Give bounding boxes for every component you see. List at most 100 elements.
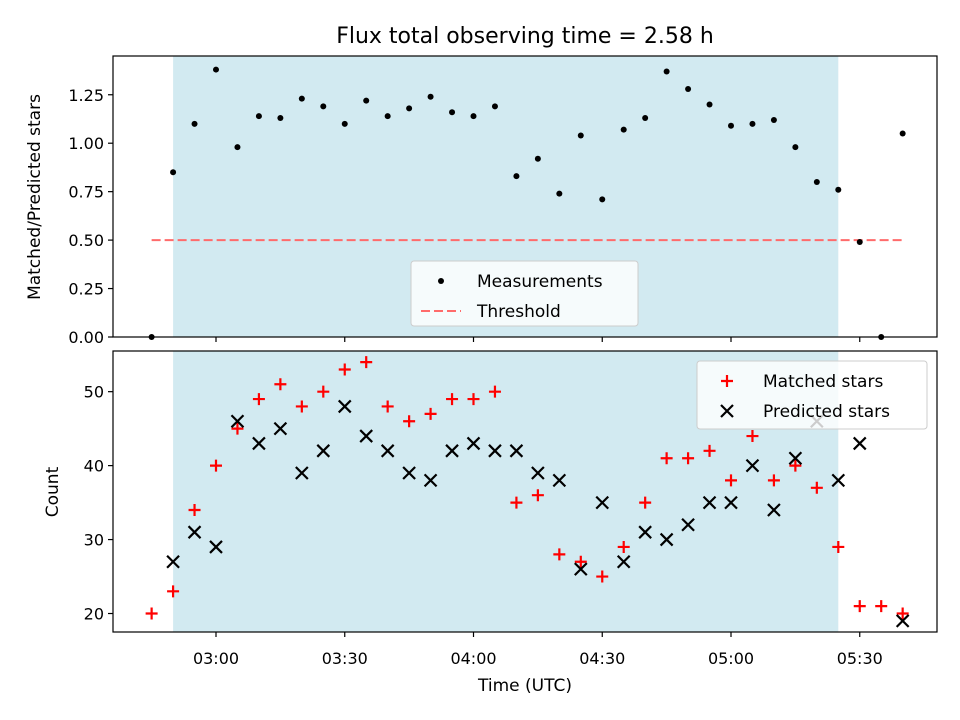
measurement-point bbox=[685, 85, 692, 92]
matched-stars-point bbox=[746, 430, 759, 443]
matched-stars-point bbox=[317, 385, 330, 398]
legend-box bbox=[696, 360, 928, 430]
matched-stars-point bbox=[832, 540, 845, 553]
measurement-point bbox=[170, 169, 177, 176]
predicted-stars-point bbox=[337, 399, 352, 414]
predicted-stars-point bbox=[852, 436, 867, 451]
legend-marker-measurements bbox=[438, 278, 444, 284]
predicted-stars-point bbox=[616, 554, 631, 569]
matched-stars-point bbox=[403, 415, 416, 428]
legend-label: Predicted stars bbox=[763, 402, 890, 422]
y-tick-label: 50 bbox=[84, 383, 104, 402]
top-plot: 0.00 0.25 0.50 0.75 1.00 1.25 Measurements Thre… bbox=[68, 55, 938, 347]
measurement-point bbox=[556, 190, 563, 197]
measurement-point bbox=[363, 97, 370, 104]
matched-stars-point bbox=[252, 393, 265, 406]
matched-stars-point bbox=[896, 607, 909, 620]
matched-stars-point bbox=[703, 444, 716, 457]
matched-stars-point bbox=[574, 555, 587, 568]
measurement-point bbox=[813, 178, 820, 185]
matched-stars-point bbox=[596, 570, 609, 583]
predicted-stars-point bbox=[466, 436, 481, 451]
matched-stars-point bbox=[875, 600, 888, 613]
matched-stars-point bbox=[725, 474, 737, 487]
y-tick-label: 0.75 bbox=[68, 183, 104, 202]
predicted-stars-point bbox=[230, 414, 245, 429]
legend: Matched stars Predicted stars bbox=[696, 360, 928, 430]
matched-stars-point bbox=[789, 459, 802, 472]
measurement-point bbox=[599, 196, 606, 203]
bottom-y-axis-label: Count bbox=[43, 466, 63, 517]
measurement-point bbox=[577, 132, 584, 139]
measurement-point bbox=[470, 113, 477, 120]
predicted-stars-point bbox=[574, 562, 588, 576]
legend-label: Matched stars bbox=[763, 372, 883, 392]
matched-stars-point bbox=[381, 400, 394, 413]
matched-stars-point bbox=[210, 459, 222, 472]
measurement-point bbox=[213, 66, 219, 73]
y-tick-label: 0.50 bbox=[68, 231, 104, 250]
y-tick-label: 30 bbox=[84, 531, 104, 550]
measurement-point bbox=[706, 101, 713, 108]
matched-stars-point bbox=[188, 503, 201, 516]
x-tick-label: 03:30 bbox=[322, 649, 368, 668]
predicted-stars-point bbox=[445, 444, 459, 458]
matched-stars-point bbox=[853, 600, 866, 613]
y-tick-label: 1.25 bbox=[68, 86, 104, 105]
predicted-stars-point bbox=[767, 503, 781, 517]
predicted-stars-point bbox=[531, 466, 545, 480]
x-axis-label: Time (UTC) bbox=[477, 676, 572, 696]
legend: Measurements Threshold bbox=[410, 260, 639, 327]
x-tick-label: 03:00 bbox=[193, 649, 239, 668]
predicted-stars-point bbox=[595, 495, 610, 510]
x-tick-label: 05:00 bbox=[708, 649, 754, 668]
chart-title: Flux total observing time = 2.58 h bbox=[336, 24, 714, 49]
predicted-stars-point bbox=[187, 525, 202, 539]
matched-stars-point bbox=[617, 540, 630, 553]
matched-stars-point bbox=[274, 378, 287, 391]
x-tick-label: 04:00 bbox=[450, 649, 496, 668]
measurement-point bbox=[406, 105, 413, 112]
matched-stars-point bbox=[810, 481, 823, 494]
measurement-point bbox=[191, 120, 198, 127]
legend-label: Threshold bbox=[476, 302, 561, 322]
predicted-stars-point bbox=[295, 466, 309, 480]
predicted-stars-point bbox=[681, 517, 695, 532]
predicted-stars-point bbox=[423, 473, 438, 488]
predicted-stars-point bbox=[638, 525, 652, 539]
predicted-stars-point bbox=[895, 614, 910, 628]
predicted-stars-point bbox=[316, 444, 331, 458]
legend-marker-matched bbox=[721, 375, 733, 387]
predicted-stars-point bbox=[402, 466, 416, 480]
axes-frame bbox=[112, 350, 938, 633]
matched-stars-point bbox=[360, 356, 373, 369]
measurement-point bbox=[298, 95, 305, 102]
measurement-point bbox=[384, 113, 391, 120]
predicted-stars-point bbox=[359, 429, 373, 443]
measurement-point bbox=[835, 186, 842, 193]
legend-box bbox=[410, 260, 639, 327]
y-tick-label: 1.00 bbox=[68, 134, 104, 153]
predicted-stars-point bbox=[509, 444, 524, 458]
matched-stars-point bbox=[424, 407, 437, 420]
x-tick-label: 04:30 bbox=[579, 649, 625, 668]
matched-stars-point bbox=[682, 452, 695, 465]
predicted-stars-point bbox=[788, 451, 803, 466]
measurement-point bbox=[642, 115, 649, 122]
x-tick-label: 05:30 bbox=[837, 649, 883, 668]
bottom-plot: 20 30 40 50 03:00 03:30 04:00 04:30 05:00 05:30 Ma… bbox=[84, 350, 938, 668]
measurement-point bbox=[513, 173, 520, 180]
matched-stars-point bbox=[531, 489, 544, 502]
measurement-point bbox=[534, 155, 541, 162]
measurement-point bbox=[449, 109, 456, 116]
measurement-point bbox=[792, 144, 799, 151]
predicted-stars-point bbox=[380, 444, 395, 458]
measurement-point bbox=[770, 116, 777, 123]
measurement-point bbox=[341, 120, 348, 127]
measurement-point bbox=[899, 130, 906, 137]
predicted-stars-point bbox=[209, 540, 223, 554]
legend-label: Measurements bbox=[477, 272, 603, 292]
matched-stars-point bbox=[510, 496, 523, 509]
measurement-point bbox=[427, 93, 434, 100]
matched-stars-point bbox=[639, 496, 652, 509]
